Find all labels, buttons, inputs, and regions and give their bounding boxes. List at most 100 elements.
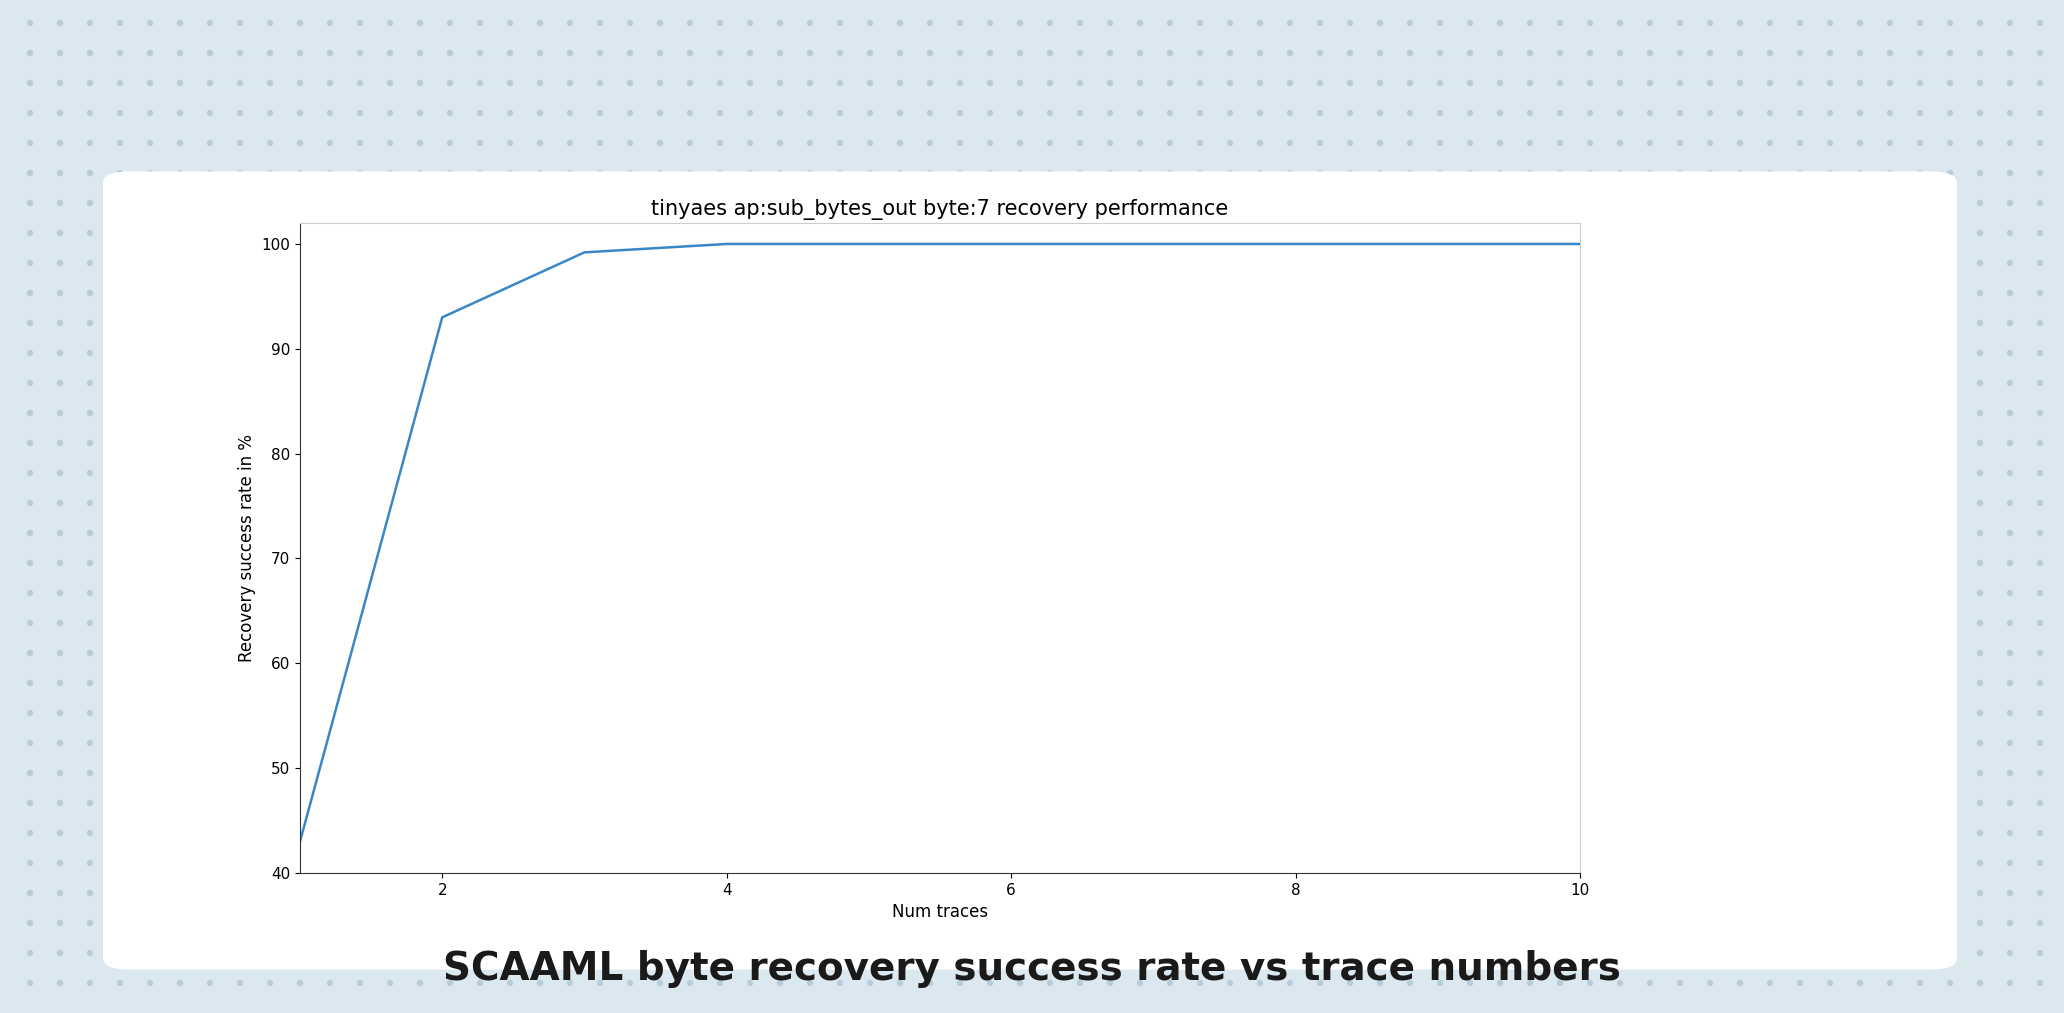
Circle shape <box>958 950 962 955</box>
Circle shape <box>1948 681 1953 686</box>
Circle shape <box>2037 141 2043 146</box>
Circle shape <box>297 890 303 895</box>
Circle shape <box>627 950 632 955</box>
Circle shape <box>1827 890 1833 895</box>
Circle shape <box>1798 591 1802 596</box>
Circle shape <box>2037 981 2043 986</box>
Circle shape <box>1948 441 1953 446</box>
Circle shape <box>27 381 33 386</box>
Circle shape <box>417 621 423 625</box>
Circle shape <box>1647 531 1653 536</box>
Circle shape <box>596 170 603 175</box>
Circle shape <box>687 921 694 926</box>
Circle shape <box>987 170 993 175</box>
Circle shape <box>718 201 722 206</box>
Circle shape <box>2008 860 2012 865</box>
Circle shape <box>1288 260 1292 265</box>
Circle shape <box>807 20 813 25</box>
Circle shape <box>927 681 933 686</box>
Circle shape <box>178 441 182 446</box>
Circle shape <box>1077 231 1082 235</box>
Circle shape <box>718 170 722 175</box>
Circle shape <box>1527 141 1531 146</box>
Circle shape <box>1018 350 1022 356</box>
Circle shape <box>1498 890 1503 895</box>
Circle shape <box>838 950 842 955</box>
Circle shape <box>147 650 153 655</box>
Circle shape <box>1647 170 1653 175</box>
Circle shape <box>1738 291 1742 296</box>
Circle shape <box>27 741 33 746</box>
Circle shape <box>1498 350 1503 356</box>
Circle shape <box>537 80 543 85</box>
Circle shape <box>1498 800 1503 805</box>
Circle shape <box>927 710 933 715</box>
Circle shape <box>987 441 993 446</box>
Circle shape <box>208 350 213 356</box>
Circle shape <box>1767 110 1773 115</box>
Circle shape <box>1468 51 1472 56</box>
Circle shape <box>1678 170 1682 175</box>
Circle shape <box>118 260 122 265</box>
Circle shape <box>568 831 572 836</box>
Circle shape <box>537 201 543 206</box>
Circle shape <box>268 800 272 805</box>
Circle shape <box>508 921 512 926</box>
Circle shape <box>1228 560 1232 565</box>
Circle shape <box>687 771 694 776</box>
Circle shape <box>1137 350 1143 356</box>
Circle shape <box>898 531 902 536</box>
Circle shape <box>718 80 722 85</box>
Circle shape <box>596 410 603 415</box>
Circle shape <box>1858 560 1862 565</box>
Circle shape <box>778 591 782 596</box>
Circle shape <box>1977 560 1984 565</box>
Circle shape <box>1738 831 1742 836</box>
Circle shape <box>987 410 993 415</box>
Circle shape <box>87 921 93 926</box>
Circle shape <box>1678 141 1682 146</box>
Circle shape <box>927 591 933 596</box>
Circle shape <box>627 260 632 265</box>
Circle shape <box>357 771 363 776</box>
Circle shape <box>2037 950 2043 955</box>
Circle shape <box>58 531 62 536</box>
Circle shape <box>927 320 933 325</box>
Circle shape <box>118 560 122 565</box>
Circle shape <box>747 170 753 175</box>
Circle shape <box>807 260 813 265</box>
Circle shape <box>1827 771 1833 776</box>
Circle shape <box>1647 350 1653 356</box>
Circle shape <box>297 260 303 265</box>
Circle shape <box>1647 860 1653 865</box>
Circle shape <box>1108 650 1112 655</box>
Circle shape <box>1049 231 1053 235</box>
Circle shape <box>958 291 962 296</box>
Circle shape <box>1587 201 1593 206</box>
Circle shape <box>1767 560 1773 565</box>
Circle shape <box>1527 741 1531 746</box>
Circle shape <box>838 771 842 776</box>
Circle shape <box>1948 20 1953 25</box>
Circle shape <box>388 20 392 25</box>
Circle shape <box>658 681 663 686</box>
Circle shape <box>508 981 512 986</box>
Circle shape <box>297 80 303 85</box>
Circle shape <box>1948 410 1953 415</box>
Circle shape <box>1348 531 1352 536</box>
Circle shape <box>1168 921 1172 926</box>
Circle shape <box>1468 741 1472 746</box>
Circle shape <box>1018 950 1022 955</box>
Circle shape <box>718 650 722 655</box>
Circle shape <box>1137 560 1143 565</box>
Circle shape <box>328 320 332 325</box>
Circle shape <box>2037 591 2043 596</box>
Circle shape <box>778 291 782 296</box>
Circle shape <box>898 500 902 505</box>
Circle shape <box>687 710 694 715</box>
Circle shape <box>958 20 962 25</box>
Circle shape <box>1798 921 1802 926</box>
Circle shape <box>328 51 332 56</box>
Circle shape <box>1948 381 1953 386</box>
Circle shape <box>1587 410 1593 415</box>
